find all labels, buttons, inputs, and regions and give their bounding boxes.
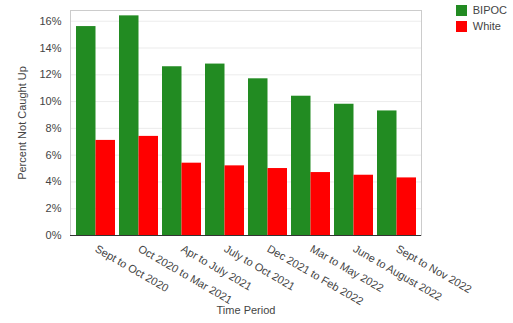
svg-text:Apr to July 2021: Apr to July 2021 — [179, 242, 255, 293]
svg-text:Oct 2020 to Mar 2021: Oct 2020 to Mar 2021 — [136, 242, 235, 306]
svg-text:Percent Not Caught Up: Percent Not Caught Up — [16, 66, 28, 180]
svg-text:4%: 4% — [46, 175, 62, 187]
svg-text:10%: 10% — [39, 95, 61, 107]
svg-text:Dec 2021 to Feb 2022: Dec 2021 to Feb 2022 — [265, 242, 366, 308]
svg-text:2%: 2% — [46, 202, 62, 214]
svg-text:0%: 0% — [46, 229, 62, 241]
svg-text:8%: 8% — [46, 122, 62, 134]
svg-text:Time Period: Time Period — [217, 304, 276, 316]
svg-text:Sept to Nov 2022: Sept to Nov 2022 — [394, 242, 474, 295]
svg-text:Sept to Oct 2020: Sept to Oct 2020 — [93, 242, 171, 294]
html-text:BIPOC: BIPOC — [472, 4, 507, 16]
svg-text:6%: 6% — [46, 149, 62, 161]
svg-text:June to August 2022: June to August 2022 — [351, 242, 445, 303]
svg-text:12%: 12% — [39, 68, 61, 80]
svg-text:14%: 14% — [39, 42, 61, 54]
svg-text:Mar to May 2022: Mar to May 2022 — [308, 242, 385, 294]
svg-text:16%: 16% — [39, 15, 61, 27]
svg-text:July to Oct 2021: July to Oct 2021 — [222, 242, 298, 293]
html-text:White: White — [472, 20, 501, 32]
